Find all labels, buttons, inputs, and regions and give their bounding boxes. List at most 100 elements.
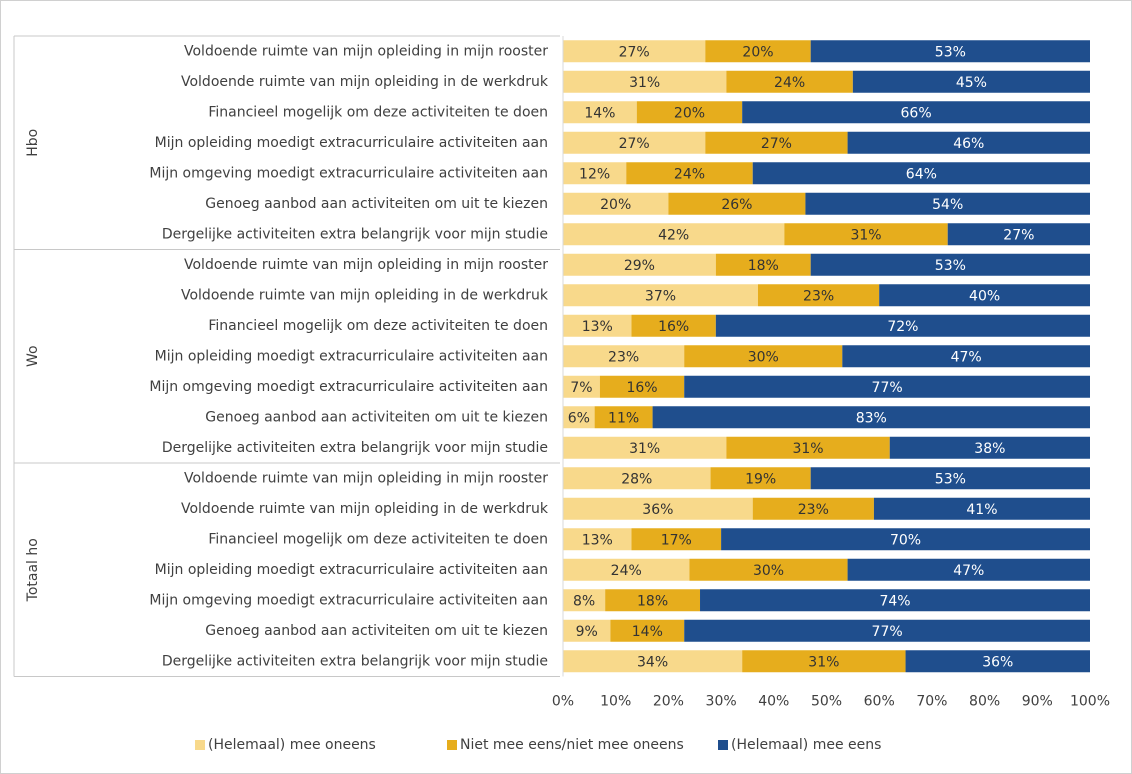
bar-segment bbox=[563, 223, 785, 246]
y-tick-label: Voldoende ruimte van mijn opleiding in m… bbox=[184, 43, 548, 59]
data-label: 16% bbox=[658, 319, 689, 335]
bar-segment bbox=[563, 589, 606, 612]
bar-segment bbox=[563, 497, 753, 520]
legend-label: Niet mee eens/niet mee oneens bbox=[460, 737, 684, 753]
bar-segment bbox=[563, 192, 669, 215]
bar-segment bbox=[873, 497, 1090, 520]
data-label: 83% bbox=[856, 410, 887, 426]
y-tick-label: Mijn opleiding moedigt extracurriculaire… bbox=[155, 562, 548, 578]
bar-segment bbox=[810, 40, 1090, 63]
bar-segment bbox=[563, 650, 743, 673]
data-label: 27% bbox=[619, 44, 650, 60]
legend-swatch bbox=[447, 740, 457, 750]
bar-segment bbox=[631, 314, 716, 337]
bar-segment bbox=[563, 314, 632, 337]
data-label: 77% bbox=[872, 380, 903, 396]
data-label: 12% bbox=[579, 166, 610, 182]
bar-segment bbox=[563, 558, 690, 581]
bar-segment bbox=[563, 528, 632, 551]
bar-segment bbox=[563, 253, 716, 276]
bar-segment bbox=[852, 70, 1090, 93]
data-label: 23% bbox=[798, 502, 829, 518]
data-label: 24% bbox=[611, 563, 642, 579]
bar-segment bbox=[652, 406, 1090, 429]
bar-segment bbox=[710, 467, 811, 490]
bar-segment bbox=[563, 375, 600, 398]
y-tick-label: Voldoende ruimte van mijn opleiding in d… bbox=[181, 74, 549, 90]
bar-segment bbox=[563, 162, 627, 185]
bar-segment bbox=[700, 589, 1090, 612]
y-tick-label: Dergelijke activiteiten extra belangrijk… bbox=[162, 653, 548, 669]
bar-segment bbox=[715, 314, 1090, 337]
bar-segment bbox=[631, 528, 722, 551]
data-label: 19% bbox=[745, 471, 776, 487]
y-tick-label: Mijn omgeving moedigt extracurriculaire … bbox=[149, 379, 548, 395]
x-tick-label: 60% bbox=[864, 694, 895, 710]
legend-label: (Helemaal) mee eens bbox=[731, 737, 881, 753]
bar-segment bbox=[684, 619, 1090, 642]
bar-segment bbox=[889, 436, 1090, 459]
bar-segment bbox=[757, 284, 880, 307]
data-label: 40% bbox=[969, 288, 1000, 304]
data-label: 41% bbox=[966, 502, 997, 518]
data-label: 14% bbox=[584, 105, 615, 121]
data-label: 31% bbox=[629, 441, 660, 457]
data-label: 46% bbox=[953, 136, 984, 152]
bar-segment bbox=[947, 223, 1090, 246]
data-label: 70% bbox=[890, 532, 921, 548]
data-label: 13% bbox=[582, 319, 613, 335]
data-label: 31% bbox=[629, 75, 660, 91]
data-label: 18% bbox=[637, 593, 668, 609]
data-label: 74% bbox=[879, 593, 910, 609]
data-label: 31% bbox=[850, 227, 881, 243]
bar-segment bbox=[605, 589, 701, 612]
bar-segment bbox=[563, 70, 727, 93]
y-tick-label: Genoeg aanbod aan activiteiten om uit te… bbox=[205, 196, 548, 212]
x-tick-label: 90% bbox=[1022, 694, 1053, 710]
group-label: Wo bbox=[25, 345, 41, 367]
bar-segment bbox=[705, 40, 811, 63]
data-label: 27% bbox=[761, 136, 792, 152]
y-tick-label: Financieel mogelijk om deze activiteiten… bbox=[208, 318, 548, 334]
x-tick-label: 10% bbox=[600, 694, 631, 710]
data-label: 26% bbox=[721, 197, 752, 213]
data-label: 9% bbox=[576, 624, 598, 640]
data-label: 30% bbox=[753, 563, 784, 579]
bar-segment bbox=[668, 192, 806, 215]
data-label: 8% bbox=[573, 593, 595, 609]
data-label: 66% bbox=[901, 105, 932, 121]
bar-segment bbox=[626, 162, 753, 185]
bar-segment bbox=[905, 650, 1090, 673]
y-tick-label: Genoeg aanbod aan activiteiten om uit te… bbox=[205, 409, 548, 425]
bar-segment bbox=[684, 345, 843, 368]
data-label: 6% bbox=[568, 410, 590, 426]
data-label: 47% bbox=[951, 349, 982, 365]
bar-segment bbox=[705, 131, 848, 154]
y-tick-label: Dergelijke activiteiten extra belangrijk… bbox=[162, 440, 548, 456]
bar-segment bbox=[563, 345, 685, 368]
data-label: 64% bbox=[906, 166, 937, 182]
legend-swatch bbox=[718, 740, 728, 750]
bar-segment bbox=[563, 467, 711, 490]
bar-segment bbox=[742, 101, 1090, 124]
data-label: 17% bbox=[661, 532, 692, 548]
data-label: 72% bbox=[887, 319, 918, 335]
data-label: 31% bbox=[792, 441, 823, 457]
data-label: 23% bbox=[608, 349, 639, 365]
group-label: Totaal ho bbox=[25, 538, 41, 602]
y-tick-label: Financieel mogelijk om deze activiteiten… bbox=[208, 531, 548, 547]
y-tick-label: Mijn omgeving moedigt extracurriculaire … bbox=[149, 592, 548, 608]
bar-segment bbox=[610, 619, 685, 642]
bar-segment bbox=[752, 162, 1090, 185]
data-label: 42% bbox=[658, 227, 689, 243]
data-label: 20% bbox=[742, 44, 773, 60]
data-label: 24% bbox=[774, 75, 805, 91]
data-label: 13% bbox=[582, 532, 613, 548]
x-tick-label: 70% bbox=[916, 694, 947, 710]
bar-segment bbox=[847, 131, 1090, 154]
y-tick-label: Voldoende ruimte van mijn opleiding in d… bbox=[181, 287, 549, 303]
bar-segment bbox=[689, 558, 848, 581]
y-tick-label: Genoeg aanbod aan activiteiten om uit te… bbox=[205, 623, 548, 639]
data-label: 30% bbox=[748, 349, 779, 365]
